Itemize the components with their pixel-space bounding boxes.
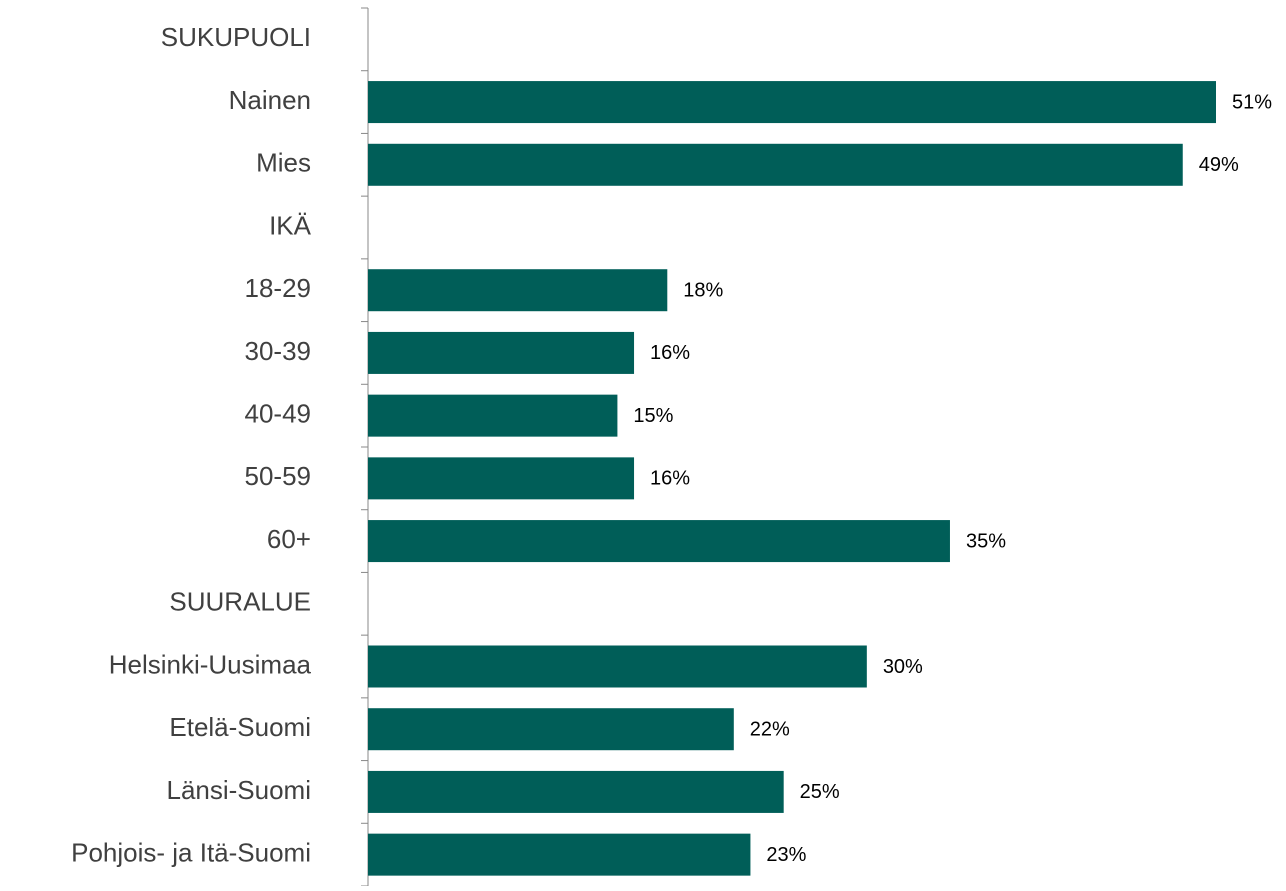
bar — [368, 269, 668, 312]
category-label: 40-49 — [245, 399, 312, 429]
bar — [368, 520, 950, 563]
category-label: 18-29 — [245, 273, 312, 303]
category-label: Etelä-Suomi — [169, 712, 311, 742]
bar — [368, 81, 1216, 124]
bar — [368, 331, 635, 374]
bar — [368, 394, 618, 437]
value-label: 16% — [650, 342, 690, 364]
bar — [368, 143, 1183, 186]
value-label: 23% — [766, 844, 806, 866]
value-label: 51% — [1232, 91, 1272, 113]
value-label: 25% — [800, 781, 840, 803]
category-label: SUKUPUOLI — [161, 22, 311, 52]
bar — [368, 833, 751, 876]
category-label: Helsinki-Uusimaa — [109, 649, 312, 679]
value-label: 16% — [650, 468, 690, 490]
bar — [368, 645, 867, 688]
category-label: 30-39 — [245, 336, 312, 366]
bar — [368, 708, 734, 751]
value-label: 22% — [750, 718, 790, 740]
category-label: Mies — [256, 148, 311, 178]
category-label: 60+ — [267, 524, 311, 554]
value-label: 15% — [633, 405, 673, 427]
category-label: 50-59 — [245, 461, 312, 491]
value-label: 35% — [966, 530, 1006, 552]
category-label: SUURALUE — [169, 587, 311, 617]
category-label: IKÄ — [269, 210, 312, 240]
category-label: Pohjois- ja Itä-Suomi — [71, 838, 311, 868]
value-label: 30% — [883, 656, 923, 678]
value-label: 49% — [1199, 154, 1239, 176]
bar — [368, 457, 635, 500]
category-label: Nainen — [229, 85, 311, 115]
value-label: 18% — [683, 279, 723, 301]
bar — [368, 770, 784, 813]
category-label: Länsi-Suomi — [166, 775, 311, 805]
